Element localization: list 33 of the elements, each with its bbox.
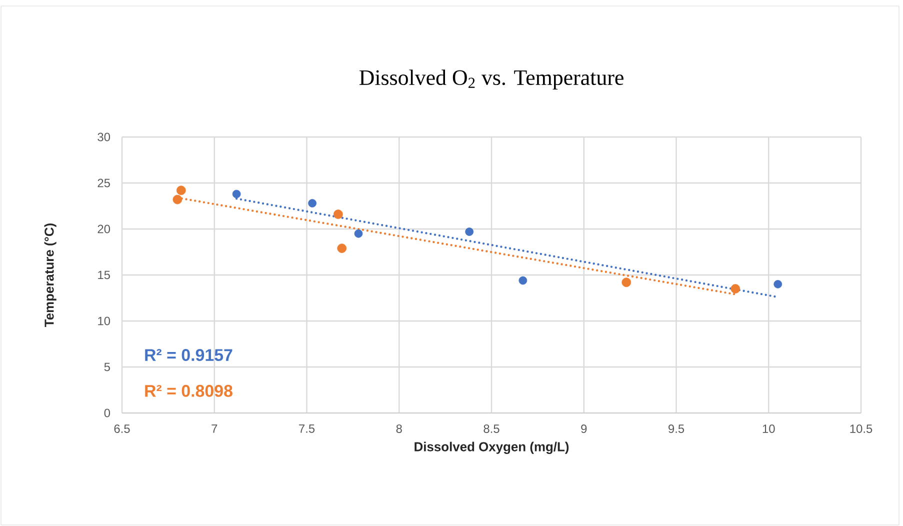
y-tick-label: 10 [98,316,110,326]
y-axis-title: Temperature (°C) [44,224,56,327]
point [774,280,782,288]
point [232,190,241,198]
point [333,210,343,219]
point [176,186,186,196]
point [465,228,474,236]
x-tick-label: 9.5 [668,424,684,433]
x-axis-title: Dissolved Oxygen (mg/L) [414,442,569,454]
annotation: R² = 0.8098 [145,384,232,397]
annotation: R² = 0.9157 [145,349,232,362]
y-tick-label: 25 [98,178,110,188]
x-tick-label: 9 [581,424,587,433]
y-tick-label: 15 [98,270,110,280]
y-tick-label: 5 [104,362,110,372]
x-tick-label: 8 [396,424,402,433]
point [354,229,363,238]
x-tick-label: 10 [762,424,775,433]
x-tick-label: 7 [212,424,218,433]
y-tick-label: 0 [104,408,110,418]
x-tick-label: 10.5 [850,424,872,433]
x-tick-label: 7.5 [299,424,315,433]
y-tick-label: 20 [98,224,110,234]
point [337,244,347,253]
point [308,199,316,208]
x-tick-label: 6.5 [114,424,130,433]
x-tick-label: 8.5 [484,424,500,433]
y-tick-label: 30 [98,132,110,142]
chart-title: Dissolved O$_{2}$ vs. Temperature [359,70,624,90]
point [730,284,740,294]
point [622,278,632,288]
point [172,194,182,204]
point [518,276,528,285]
